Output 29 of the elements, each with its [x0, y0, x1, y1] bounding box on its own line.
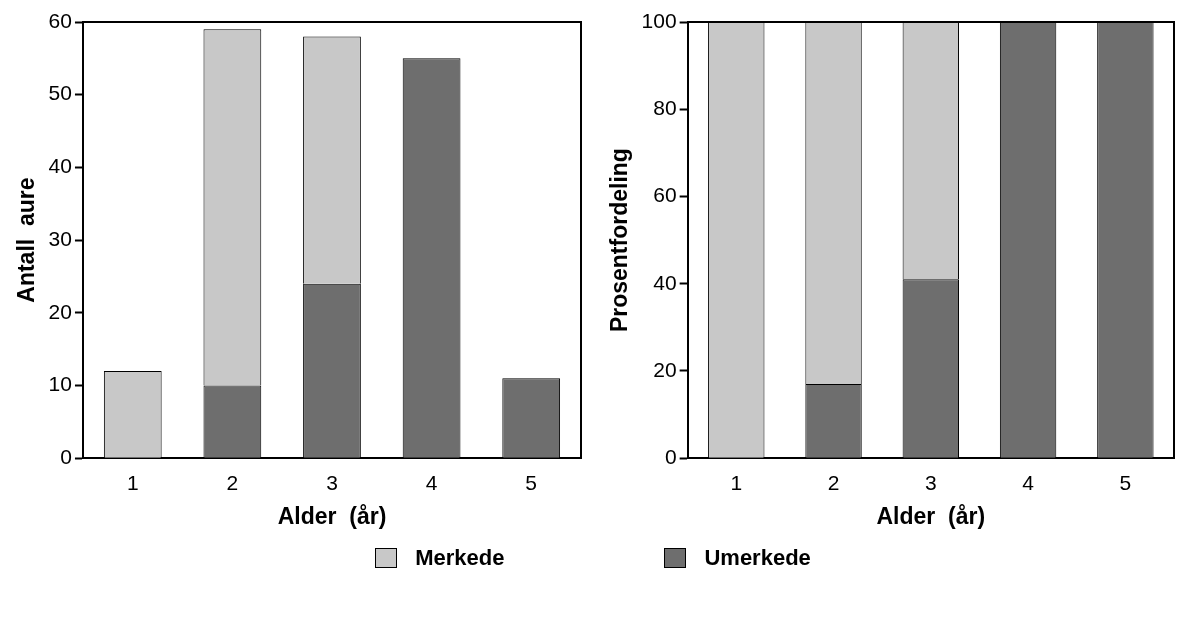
y-tick-label: 80 — [653, 96, 677, 120]
y-tick-label: 60 — [653, 183, 677, 207]
y-tick-label: 10 — [48, 372, 72, 396]
x-tick-label: 4 — [1022, 470, 1035, 494]
y-tick-label: 40 — [653, 270, 677, 294]
x-tick-label: 3 — [924, 470, 937, 494]
x-tick-label: 5 — [525, 470, 538, 494]
y-axis-title: Prosentfordeling — [606, 148, 633, 333]
x-tick-label: 5 — [1119, 470, 1132, 494]
y-tick-label: 30 — [48, 226, 72, 250]
y-tick-label: 40 — [48, 154, 72, 178]
y-tick-label: 50 — [48, 81, 72, 105]
x-axis-title: Alder (år) — [277, 502, 387, 529]
x-axis-title: Alder (år) — [876, 502, 986, 529]
x-tick-label: 2 — [827, 470, 840, 494]
x-tick-label: 1 — [126, 470, 139, 494]
y-tick-label: 100 — [641, 8, 677, 32]
x-tick-label: 1 — [730, 470, 743, 494]
x-tick-label: 2 — [226, 470, 239, 494]
y-axis-title: Antall aure — [13, 177, 40, 303]
y-tick-label: 0 — [664, 445, 677, 468]
legend-label: Umerkede — [704, 545, 811, 571]
y-tick-label: 0 — [60, 445, 72, 468]
legend-label: Merkede — [415, 545, 505, 571]
x-tick-label: 3 — [326, 470, 338, 494]
x-tick-label: 4 — [425, 470, 438, 494]
y-tick-label: 60 — [48, 8, 72, 32]
y-tick-label: 20 — [653, 357, 677, 381]
y-tick-label: 20 — [48, 299, 72, 323]
